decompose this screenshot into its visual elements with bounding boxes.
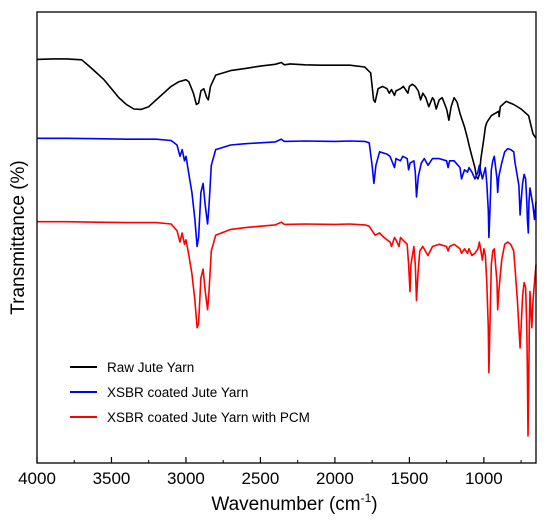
legend-label-xsbr-coated-jute-yarn: XSBR coated Jute Yarn [107, 385, 248, 400]
series-line-xsbr-coated-jute-yarn [37, 137, 537, 248]
x-axis-ticks: 4000 3500 3000 2500 2000 1500 1000 [18, 457, 522, 488]
x-tick-label: 1000 [465, 469, 503, 488]
x-tick-label: 2500 [242, 469, 280, 488]
plot-area-frame [36, 11, 537, 464]
x-tick-label: 2000 [316, 469, 354, 488]
x-axis-title: Wavenumber (cm-1) [211, 491, 377, 515]
series-line-raw-jute-yarn [36, 58, 537, 180]
x-tick-label: 1500 [390, 469, 428, 488]
x-axis-title-main: Wavenumber (cm [211, 494, 360, 515]
legend-label-xsbr-coated-jute-yarn-with-pcm: XSBR coated Jute Yarn with PCM [107, 410, 310, 425]
y-axis-title: Transmittance (%) [8, 160, 29, 315]
x-tick-label: 3500 [93, 469, 131, 488]
legend-label-raw-jute-yarn: Raw Jute Yarn [107, 360, 194, 375]
series-layer [36, 58, 537, 437]
legend: Raw Jute Yarn XSBR coated Jute Yarn XSBR… [70, 360, 310, 425]
series-line-xsbr-coated-jute-yarn-with-pcm [37, 220, 537, 437]
x-tick-label: 4000 [18, 469, 56, 488]
x-axis-title-superscript: -1 [361, 491, 372, 505]
x-axis-title-suffix: ) [371, 494, 377, 515]
x-tick-label: 3000 [167, 469, 205, 488]
